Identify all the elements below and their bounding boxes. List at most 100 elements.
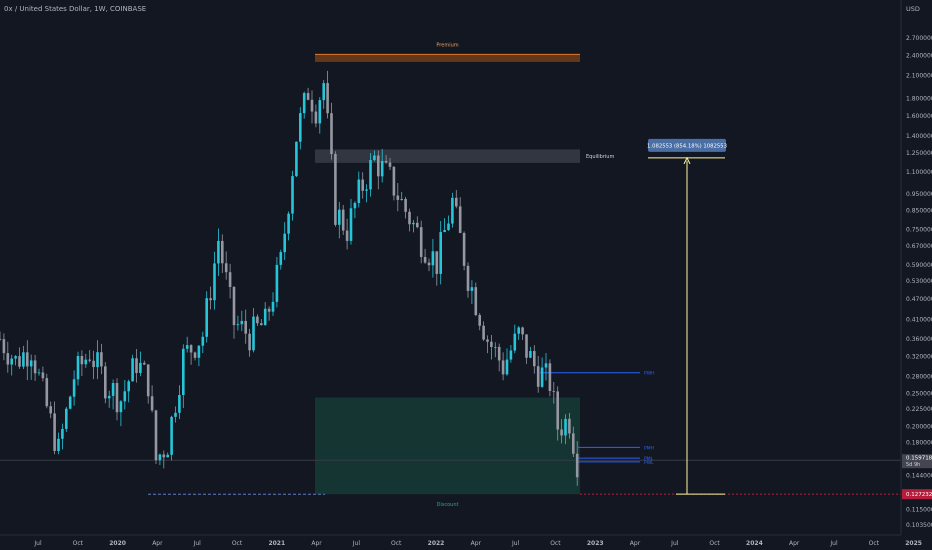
- x-tick-label: Apr: [152, 540, 163, 547]
- candle-body: [279, 252, 283, 265]
- y-tick-label: 0.103500: [906, 522, 932, 529]
- candle-body: [431, 251, 435, 266]
- y-tick-label: 2.700000: [906, 35, 932, 42]
- candle-body: [439, 232, 442, 274]
- candle-body: [84, 359, 88, 365]
- y-tick-label: 0.670000: [906, 243, 932, 250]
- candle-body: [482, 325, 485, 340]
- candle-body: [314, 111, 318, 124]
- candle-body: [377, 155, 380, 177]
- candle-body: [100, 352, 103, 367]
- candle-body: [380, 160, 384, 177]
- y-tick-label: 0.530000: [906, 278, 932, 285]
- candle-body: [14, 356, 17, 359]
- y-tick-label: 2.400000: [906, 53, 932, 60]
- candle-body: [217, 240, 220, 264]
- projection-layer: 1.082553 (854.18%) 1082553: [647, 138, 727, 495]
- x-tick-label: 2023: [587, 540, 604, 547]
- y-tick-label: 0.180000: [906, 439, 932, 446]
- x-tick-label: 2024: [746, 540, 763, 547]
- candle-body: [466, 265, 470, 291]
- candle-body: [178, 395, 181, 413]
- y-tick-label: 0.320000: [906, 353, 932, 360]
- candle-body: [369, 160, 372, 190]
- y-tick-label: 1.400000: [906, 133, 932, 140]
- candle-body: [408, 211, 411, 225]
- candle-body: [193, 352, 197, 358]
- candle-body: [158, 454, 162, 461]
- candle-body: [322, 83, 325, 101]
- candle-body: [287, 213, 290, 234]
- candle-body: [302, 93, 306, 114]
- x-tick-label: Jul: [829, 540, 838, 547]
- price-axis[interactable]: 2.700000 2.400000 2.100000 1.800000 1.600000…: [902, 35, 932, 529]
- candle-body: [185, 345, 189, 349]
- current-price-countdown: 5d 9h: [906, 462, 920, 468]
- y-tick-label: 1.800000: [906, 96, 932, 103]
- candle-body: [470, 287, 474, 291]
- candle-body: [18, 356, 21, 367]
- candle-body: [189, 345, 193, 353]
- x-tick-label: Apr: [471, 540, 482, 547]
- candle-body: [166, 454, 169, 458]
- time-axis[interactable]: Jul Oct 2020 Apr Jul Oct 2021 Apr Jul Oct 2022 Apr J…: [33, 540, 922, 547]
- candle-body: [384, 160, 388, 163]
- candle-body: [556, 391, 559, 430]
- candle-body: [435, 251, 439, 274]
- candle-body: [388, 162, 392, 167]
- candle-body: [209, 298, 212, 301]
- candle-body: [392, 166, 396, 196]
- candle-body: [423, 256, 427, 263]
- x-tick-label: 2025: [905, 540, 922, 547]
- candle-body: [228, 272, 232, 287]
- candle-body: [104, 366, 107, 399]
- candle-body: [521, 327, 524, 335]
- candle-body: [373, 155, 376, 161]
- low-price-tag: [902, 489, 932, 500]
- candle-body: [540, 367, 544, 387]
- candle-body: [45, 378, 49, 407]
- candle-body: [330, 113, 333, 155]
- x-tick-label: Jul: [670, 540, 679, 547]
- candle-body: [252, 316, 255, 351]
- zone-label: Equilibrium: [586, 154, 614, 160]
- x-tick-label: Oct: [550, 540, 561, 547]
- candle-body: [490, 341, 493, 347]
- candle-body: [96, 352, 99, 368]
- x-tick-label: Apr: [311, 540, 322, 547]
- candle-body: [0, 338, 2, 340]
- candle-body: [548, 363, 552, 392]
- candle-body: [135, 358, 138, 374]
- y-tick-label: 0.225000: [906, 406, 932, 413]
- candle-body: [396, 195, 400, 200]
- candle-body: [248, 333, 251, 351]
- candle-body: [400, 198, 403, 200]
- candle-body: [338, 209, 341, 225]
- candle-body: [174, 412, 177, 417]
- candle-body: [29, 360, 33, 367]
- x-tick-label: 2021: [268, 540, 285, 547]
- current-price-tag: [902, 454, 932, 469]
- candle-body: [65, 408, 68, 429]
- candle-body: [497, 346, 501, 361]
- candle-body: [341, 209, 345, 231]
- x-tick-label: 2022: [428, 540, 445, 547]
- projection-arrow-head: [683, 156, 691, 165]
- x-tick-label: Apr: [789, 540, 800, 547]
- candle-body: [443, 230, 446, 233]
- candle-body: [564, 418, 567, 436]
- candle-body: [88, 359, 91, 361]
- x-tick-label: Oct: [232, 540, 243, 547]
- y-tick-label: 1.600000: [906, 113, 932, 120]
- candle-body: [357, 179, 361, 203]
- candle-body: [26, 352, 29, 367]
- y-tick-label: 0.470000: [906, 296, 932, 303]
- candle-body: [33, 360, 37, 374]
- candle-body: [283, 233, 286, 253]
- candle-body: [306, 93, 310, 100]
- low-price-value: 0.127232: [906, 492, 932, 498]
- candle-body: [474, 287, 478, 316]
- candle-body: [22, 352, 25, 367]
- x-tick-label: Oct: [869, 540, 880, 547]
